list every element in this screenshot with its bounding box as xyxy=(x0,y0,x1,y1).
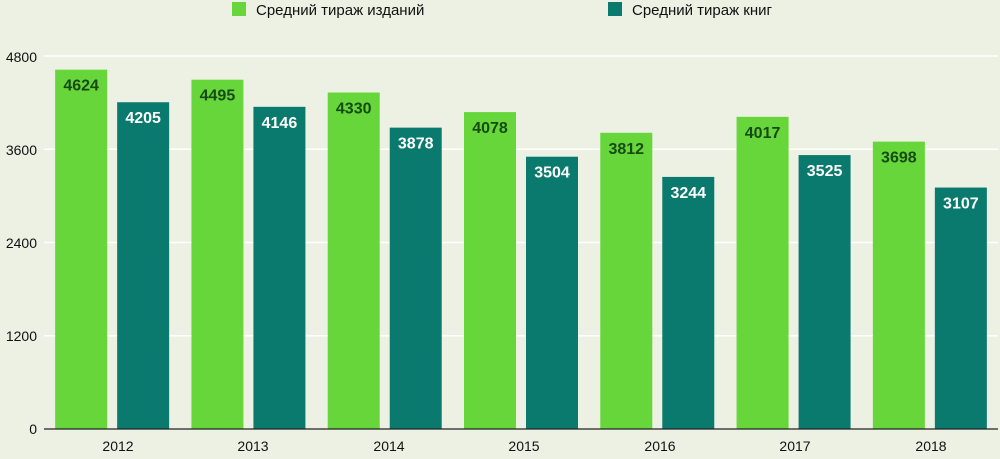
y-tick-label: 1200 xyxy=(6,328,37,344)
x-tick-label: 2014 xyxy=(373,438,404,454)
bar-value-label: 3878 xyxy=(398,136,434,153)
x-tick-label: 2013 xyxy=(237,438,268,454)
bar-books-2012 xyxy=(117,102,170,430)
bar-books-2013 xyxy=(253,106,306,429)
bar-value-label: 4017 xyxy=(745,125,781,142)
bar-editions-2017 xyxy=(736,116,789,429)
bar-value-label: 4205 xyxy=(125,110,161,127)
bar-series xyxy=(55,69,987,430)
bar-value-label: 4330 xyxy=(336,101,372,118)
legend-label-series-2: Средний тираж книг xyxy=(632,2,773,19)
bar-value-label: 3244 xyxy=(670,185,706,202)
bar-value-label: 4495 xyxy=(200,88,236,105)
bar-value-label: 3812 xyxy=(608,141,644,158)
x-tick-label: 2016 xyxy=(644,438,675,454)
bar-value-label: 3504 xyxy=(534,165,570,182)
bar-editions-2013 xyxy=(191,79,244,429)
grid-lines xyxy=(44,55,998,337)
x-tick-label: 2017 xyxy=(779,438,810,454)
y-tick-label: 0 xyxy=(29,421,37,437)
bar-value-labels: 4624 4205 4495 4146 4330 3878 4078 3504 3812 3244… xyxy=(63,78,978,213)
bar-books-2017 xyxy=(798,155,851,429)
bar-books-2015 xyxy=(526,156,578,429)
bar-value-label: 4078 xyxy=(472,120,508,137)
x-tick-label: 2018 xyxy=(915,438,946,454)
y-axis-ticks: 4800 3600 2400 1200 0 xyxy=(6,49,37,437)
y-tick-label: 2400 xyxy=(6,235,37,251)
x-axis-ticks: 2012 2013 2014 2015 2016 2017 2018 xyxy=(102,438,946,454)
legend-swatch-series-2 xyxy=(608,2,622,16)
chart-legend: Средний тираж изданий Средний тираж книг xyxy=(232,2,773,19)
bar-books-2018 xyxy=(934,187,987,429)
bar-books-2014 xyxy=(389,127,442,429)
y-tick-label: 3600 xyxy=(6,142,37,158)
x-tick-label: 2015 xyxy=(508,438,539,454)
bar-value-label: 4146 xyxy=(262,115,298,132)
bar-editions-2018 xyxy=(872,141,925,429)
bar-value-label: 3698 xyxy=(881,150,917,167)
bar-value-label: 4624 xyxy=(63,78,99,95)
bar-value-label: 3107 xyxy=(943,196,979,213)
y-tick-label: 4800 xyxy=(6,49,37,65)
bar-editions-2016 xyxy=(600,132,653,430)
bar-editions-2014 xyxy=(327,92,380,429)
legend-swatch-series-1 xyxy=(232,2,246,16)
legend-label-series-1: Средний тираж изданий xyxy=(256,2,424,19)
bar-editions-2012 xyxy=(55,69,108,429)
bar-editions-2015 xyxy=(464,112,516,430)
x-tick-label: 2012 xyxy=(102,438,133,454)
bar-value-label: 3525 xyxy=(807,163,843,180)
bar-books-2016 xyxy=(662,176,715,429)
